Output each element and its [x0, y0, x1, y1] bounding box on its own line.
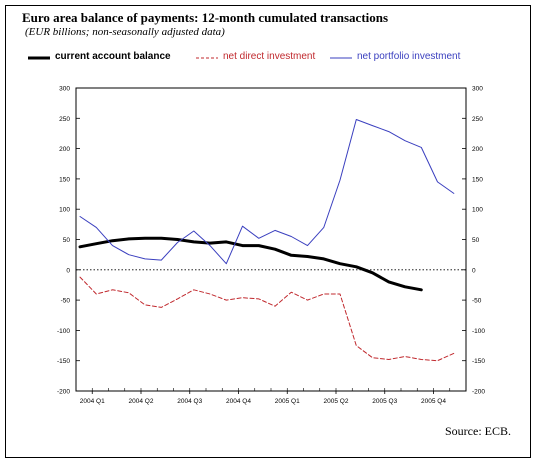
y-tick-label-left: 200 — [59, 146, 70, 153]
y-tick-label-left: -50 — [61, 298, 71, 305]
source-note: Source: ECB. — [445, 424, 511, 438]
y-tick-label-left: 0 — [66, 267, 70, 274]
y-tick-label-right: 200 — [472, 146, 483, 153]
legend-swatch-direct-investment — [196, 57, 218, 59]
y-tick-label-left: 100 — [59, 207, 70, 214]
chart-frame — [5, 5, 531, 458]
x-tick-label: 2004 Q1 — [80, 398, 105, 405]
y-tick-label-left: 250 — [59, 116, 70, 123]
y-tick-label-right: 50 — [472, 237, 480, 244]
y-tick-label-left: 50 — [63, 237, 71, 244]
x-tick-label: 2005 Q3 — [372, 398, 397, 405]
x-tick-label: 2005 Q2 — [324, 398, 349, 405]
legend-swatch-current-account — [28, 56, 50, 60]
y-tick-label-right: -100 — [472, 328, 485, 335]
series-line-current-account-balance — [78, 236, 423, 292]
series-line-net-direct-investment — [79, 276, 455, 362]
x-tick-label: 2005 Q4 — [421, 398, 446, 405]
y-tick-label-left: 150 — [59, 176, 70, 183]
chart-subtitle: (EUR billions; non-seasonally adjusted d… — [25, 26, 225, 38]
legend-swatch-portfolio-investment — [330, 57, 352, 59]
y-tick-label-left: -100 — [57, 328, 70, 335]
x-tick-label: 2005 Q1 — [275, 398, 300, 405]
y-tick-label-left: -200 — [57, 389, 70, 396]
x-tick-label: 2004 Q3 — [177, 398, 202, 405]
x-tick-label: 2004 Q2 — [129, 398, 154, 405]
legend-label-portfolio-investment: net portfolio investment — [357, 51, 461, 62]
y-tick-label-right: 0 — [472, 267, 476, 274]
legend-label-current-account: current account balance — [55, 51, 171, 62]
legend-label-direct-investment: net direct investment — [223, 51, 316, 62]
series-line-net-portfolio-investment — [79, 119, 455, 265]
y-tick-label-right: 250 — [472, 116, 483, 123]
y-tick-label-right: -50 — [472, 298, 482, 305]
chart-title: Euro area balance of payments: 12-month … — [22, 10, 389, 25]
y-tick-label-right: 300 — [472, 86, 483, 93]
y-tick-label-right: -150 — [472, 358, 485, 365]
y-tick-label-right: 150 — [472, 176, 483, 183]
y-tick-label-left: 300 — [59, 86, 70, 93]
y-tick-label-left: -150 — [57, 358, 70, 365]
y-tick-label-right: -200 — [472, 389, 485, 396]
y-tick-label-right: 100 — [472, 207, 483, 214]
x-tick-label: 2004 Q4 — [226, 398, 251, 405]
